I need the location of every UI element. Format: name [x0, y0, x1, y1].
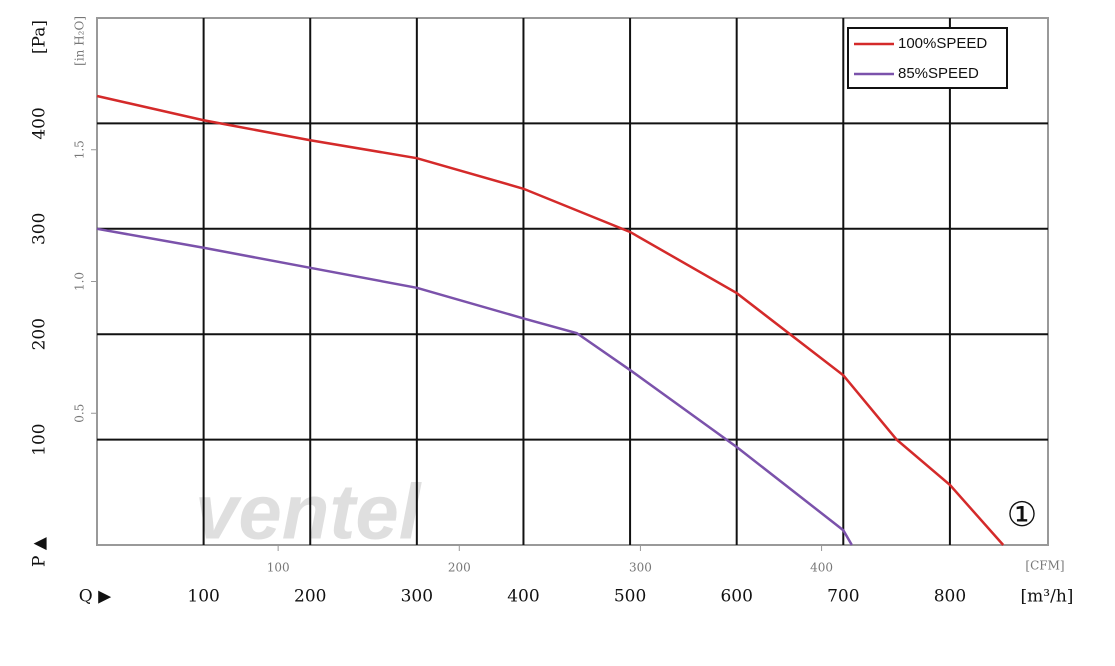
- y-tick-label: 200: [30, 318, 50, 350]
- x2-axis-label: [CFM]: [1025, 559, 1064, 573]
- plot-frame: [96, 17, 1049, 546]
- y-tick-label: 300: [30, 213, 50, 245]
- y-tick-label: 100: [30, 423, 50, 455]
- x-tick-label: 100: [187, 587, 219, 607]
- x-tick-label: 600: [720, 587, 752, 607]
- x-axis-label: [m³/h]: [1021, 587, 1074, 607]
- x2-tick-label: 200: [448, 561, 471, 575]
- x-tick-label: 500: [614, 587, 646, 607]
- y2-axis-label: [in H₂O]: [73, 16, 87, 66]
- y-tick-label: 400: [30, 107, 50, 139]
- series-line: [96, 227, 853, 546]
- y2-tick-label: 0.5: [73, 404, 87, 423]
- x-tick-label: 200: [294, 587, 326, 607]
- y-symbol: P ▲: [30, 536, 50, 567]
- x-tick-label: 800: [934, 587, 966, 607]
- x2-tick-label: 400: [810, 561, 833, 575]
- legend-label: 85%SPEED: [898, 65, 979, 82]
- x2-tick-label: 100: [267, 561, 290, 575]
- watermark: ventel: [195, 468, 422, 556]
- x-tick-label: 400: [507, 587, 539, 607]
- x-tick-label: 700: [827, 587, 859, 607]
- x-tick-label: 300: [401, 587, 433, 607]
- y2-tick-label: 1.0: [73, 272, 87, 291]
- x2-tick-label: 300: [629, 561, 652, 575]
- y-axis-label: [Pa]: [30, 20, 50, 54]
- series-line: [96, 94, 1005, 546]
- legend-box: [847, 27, 1008, 89]
- x-symbol: Q ▶: [79, 587, 112, 607]
- annotation: ①: [1007, 495, 1037, 535]
- y2-tick-label: 1.5: [73, 140, 87, 159]
- legend-label: 100%SPEED: [898, 35, 987, 52]
